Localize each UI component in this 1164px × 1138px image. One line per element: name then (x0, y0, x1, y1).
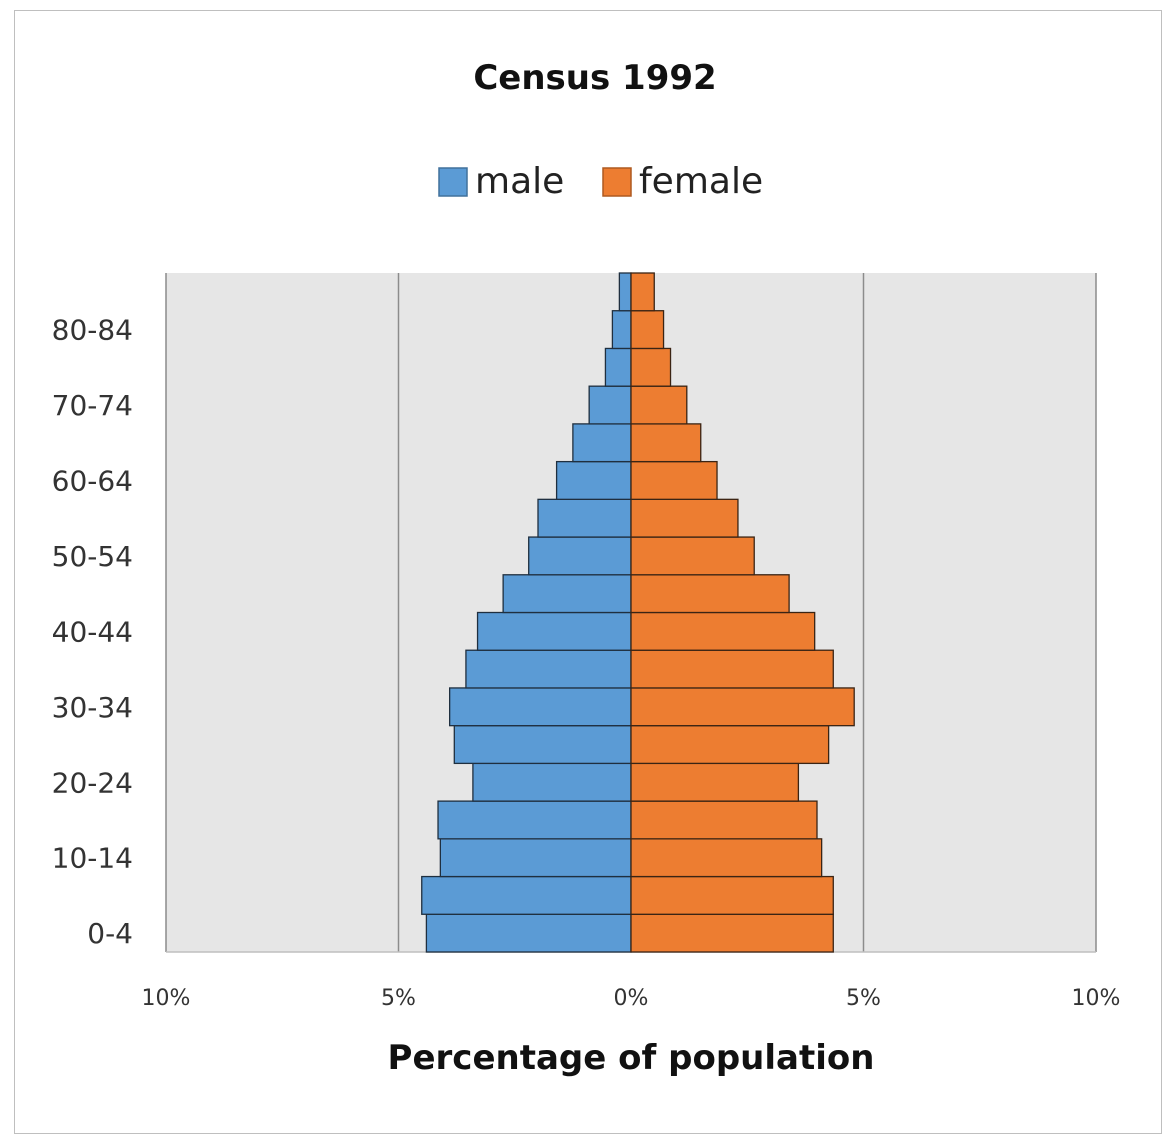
bar-male-80-84 (611, 310, 632, 350)
bar-male-25-29 (453, 725, 632, 765)
x-tick-label-3: 5% (846, 986, 881, 1011)
bar-male-10-14 (439, 838, 632, 878)
y-tick-label-30-34: 30-34 (52, 691, 133, 724)
legend: male female (438, 161, 763, 202)
bar-female-85+ (630, 272, 655, 312)
legend-label-male: male (475, 161, 564, 202)
gridlines (165, 273, 1097, 953)
legend-swatch-male (438, 167, 468, 197)
bar-male-20-24 (472, 762, 632, 802)
y-tick-label-70-74: 70-74 (52, 389, 133, 422)
bar-female-65-69 (630, 423, 702, 463)
bar-male-45-49 (502, 574, 632, 614)
y-axis-tick-labels: 0-4 10-14 20-24 30-34 40-44 50-54 60-64 70-74 80… (52, 314, 133, 951)
x-tick-label-2: 0% (614, 986, 649, 1011)
bar-female-45-49 (630, 574, 790, 614)
x-axis-tick-labels: 10% 5% 0% 5% 10% (142, 986, 1121, 1011)
y-tick-label-80-84: 80-84 (52, 314, 133, 347)
bar-female-20-24 (630, 762, 800, 802)
bar-male-5-9 (421, 875, 632, 915)
bar-male-55-59 (537, 498, 632, 538)
bar-female-5-9 (630, 875, 834, 915)
y-tick-label-20-24: 20-24 (52, 766, 133, 799)
bar-female-25-29 (630, 725, 830, 765)
population-pyramid-chart: Census 1992 male female 0-4 10-14 20-24 30-… (52, 58, 1121, 1078)
bar-male-70-74 (588, 385, 632, 425)
y-tick-label-50-54: 50-54 (52, 540, 133, 573)
bar-female-30-34 (630, 687, 855, 727)
bar-male-30-34 (448, 687, 632, 727)
y-tick-label-60-64: 60-64 (52, 464, 133, 497)
x-axis-title: Percentage of population (388, 1038, 875, 1078)
bar-male-60-64 (555, 460, 632, 500)
bar-female-40-44 (630, 611, 816, 651)
legend-swatch-female (602, 167, 632, 197)
bar-female-75-79 (630, 347, 672, 387)
bar-female-70-74 (630, 385, 688, 425)
bar-male-15-19 (437, 800, 632, 840)
x-tick-label-0: 10% (142, 986, 191, 1011)
bar-female-15-19 (630, 800, 818, 840)
bars-female (630, 272, 855, 953)
y-tick-label-10-14: 10-14 (52, 842, 133, 875)
y-tick-label-40-44: 40-44 (52, 615, 133, 648)
chart-frame: Census 1992 male female 0-4 10-14 20-24 30-… (14, 10, 1162, 1134)
bar-female-35-39 (630, 649, 834, 689)
bar-male-65-69 (572, 423, 632, 463)
bar-male-85+ (618, 272, 632, 312)
bar-female-55-59 (630, 498, 739, 538)
bar-female-0-4 (630, 913, 834, 953)
bars-male (421, 272, 632, 953)
y-tick-label-0-4: 0-4 (87, 917, 133, 950)
bar-female-50-54 (630, 536, 755, 576)
bar-male-0-4 (425, 913, 632, 953)
legend-label-female: female (639, 161, 763, 202)
bar-female-60-64 (630, 460, 718, 500)
bar-female-80-84 (630, 310, 665, 350)
x-tick-label-1: 5% (381, 986, 416, 1011)
bar-female-10-14 (630, 838, 823, 878)
bar-male-40-44 (476, 611, 632, 651)
bar-male-75-79 (604, 347, 632, 387)
chart-title: Census 1992 (473, 58, 716, 98)
x-tick-label-4: 10% (1072, 986, 1121, 1011)
bar-male-35-39 (465, 649, 632, 689)
bar-male-50-54 (528, 536, 632, 576)
